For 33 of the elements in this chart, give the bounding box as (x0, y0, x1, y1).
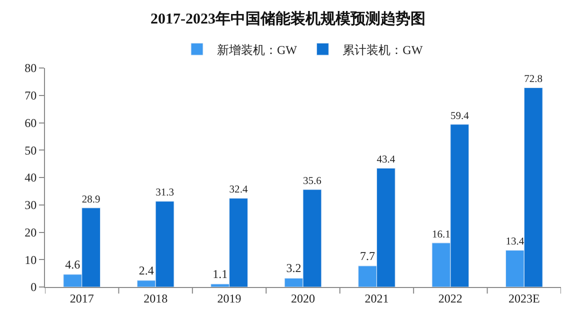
data-label: 7.7 (360, 248, 375, 263)
data-label: 28.9 (82, 194, 100, 206)
data-label: 31.3 (156, 188, 174, 199)
legend-label: 新增装机：GW (217, 42, 298, 57)
data-label: 3.2 (286, 261, 302, 276)
data-label: 72.8 (524, 74, 543, 86)
y-tick-label: 20 (24, 225, 37, 240)
x-tick-label: 2017 (70, 291, 94, 306)
data-label: 4.6 (65, 257, 80, 272)
x-tick-label: 2020 (291, 291, 315, 306)
y-tick-label: 50 (24, 143, 37, 158)
x-tick-label: 2021 (364, 291, 389, 306)
x-tick-label: 2022 (438, 291, 462, 306)
y-tick-label: 70 (24, 88, 37, 103)
y-tick-label: 40 (24, 170, 37, 185)
data-label: 1.1 (212, 266, 228, 281)
x-tick-label: 2018 (144, 291, 168, 306)
data-label: 16.1 (432, 229, 450, 240)
data-label: 2.4 (138, 263, 154, 278)
x-tick-label: 2019 (217, 291, 242, 306)
y-tick-label: 30 (24, 198, 37, 212)
y-tick-label: 60 (24, 116, 37, 130)
data-label: 43.4 (376, 154, 396, 166)
data-label: 13.4 (506, 236, 525, 248)
x-tick-label: 2023E (508, 291, 540, 306)
data-label: 35.6 (303, 176, 322, 187)
legend-label: 累计装机：GW (342, 42, 424, 57)
y-tick-label: 10 (24, 252, 37, 267)
chart-title: 2017-2023年中国储能装机规模预测趋势图 (150, 10, 426, 28)
data-label: 32.4 (229, 184, 248, 196)
data-label: 59.4 (450, 110, 470, 122)
y-tick-label: 0 (30, 280, 37, 294)
y-tick-label: 80 (24, 61, 37, 76)
